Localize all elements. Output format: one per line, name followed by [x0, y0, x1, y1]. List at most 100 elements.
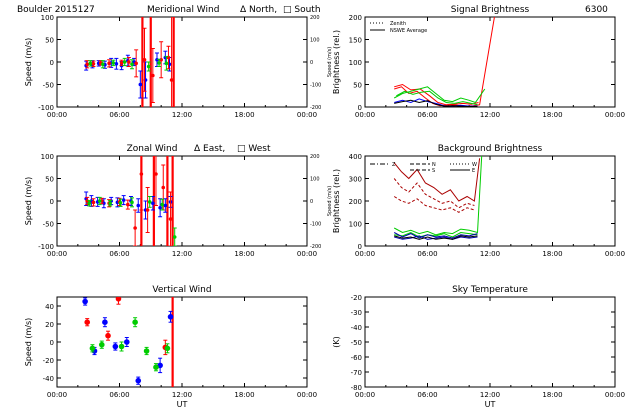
y-tick-label: -40	[351, 324, 362, 332]
data-point	[98, 341, 105, 348]
panel-vertical: 00:00 06:00 12:00 18:00 00:00 -40 -20 0 20 40 Spee…	[24, 285, 317, 409]
data-point	[167, 314, 174, 320]
chart-title: Signal Brightness	[451, 5, 530, 15]
series-line	[394, 83, 479, 106]
chart-title: Background Brightness	[438, 144, 543, 154]
data-point	[158, 205, 162, 210]
plot-area	[393, 156, 483, 240]
legend-marker-b: □ West	[237, 144, 271, 154]
x-axis-label: UT	[485, 400, 496, 409]
series-line	[393, 156, 483, 236]
data-point	[157, 61, 161, 65]
data-point	[85, 62, 90, 67]
y2-tick-label: 100	[310, 38, 320, 44]
plot-area	[84, 156, 177, 246]
y2-tick-label: 0	[310, 199, 313, 205]
y-axis-label: Speed (m/s)	[24, 318, 33, 367]
x-tick-label: 18:00	[542, 250, 562, 258]
data-point	[134, 61, 138, 66]
data-point	[172, 235, 177, 239]
data-point	[118, 201, 123, 205]
x-tick-label: 06:00	[417, 111, 437, 119]
chart-title: Vertical Wind	[152, 285, 211, 295]
y-tick-label: -50	[43, 82, 54, 90]
x-tick-label: 18:00	[234, 250, 254, 258]
data-point	[101, 62, 105, 67]
x-tick-label: 18:00	[542, 391, 562, 399]
data-point	[91, 200, 96, 205]
y-tick-label: -20	[351, 294, 362, 302]
x-tick-label: 00:00	[297, 250, 317, 258]
series-line	[394, 235, 478, 240]
y-tick-label: 200	[349, 198, 362, 206]
data-point	[118, 343, 125, 350]
data-point	[126, 202, 130, 207]
x-tick-label: 00:00	[355, 391, 375, 399]
x-tick-label: 06:00	[109, 111, 129, 119]
data-point	[91, 62, 96, 66]
x-tick-label: 00:00	[605, 391, 625, 399]
series-line	[393, 86, 486, 104]
panel-signal: 00:00 06:00 12:00 18:00 00:00050100150200Bri…	[332, 5, 625, 119]
y2-axis-label: Speed (m/s)	[327, 47, 333, 77]
chart-title: Sky Temperature	[452, 285, 528, 295]
data-point	[115, 297, 122, 302]
x-tick-label: 00:00	[355, 250, 375, 258]
data-point	[161, 185, 166, 190]
series-line	[394, 231, 478, 238]
y-tick-label: -50	[43, 221, 54, 229]
x-tick-label: 00:00	[605, 111, 625, 119]
x-tick-label: 06:00	[109, 250, 129, 258]
x-tick-label: 00:00	[605, 250, 625, 258]
y-tick-label: 40	[45, 303, 54, 311]
plot-area	[82, 297, 174, 387]
y-axis-label: Speed (m/s)	[24, 38, 33, 87]
data-point	[119, 61, 124, 65]
chart-title: Zonal Wind	[127, 144, 178, 154]
y2-tick-label: 100	[310, 177, 320, 183]
panel-zonal: 00:00 06:00 12:00 18:00 00:00-100-50050100-2…	[24, 144, 333, 258]
data-point	[112, 343, 119, 350]
x-tick-label: 06:00	[417, 250, 437, 258]
x-tick-label: 12:00	[480, 111, 500, 119]
plot-area	[84, 17, 175, 107]
legend-label: N	[432, 162, 436, 168]
data-point	[145, 208, 150, 212]
y2-axis-label: Speed (m/s)	[327, 186, 333, 216]
data-point	[151, 201, 155, 206]
y-tick-label: 50	[353, 82, 362, 90]
title-location-date: Boulder 2015127	[17, 5, 95, 15]
y-tick-label: -80	[351, 384, 362, 392]
plot-frame	[56, 296, 308, 388]
data-point	[127, 60, 131, 64]
x-tick-label: 00:00	[47, 391, 67, 399]
y-tick-label: 400	[349, 153, 362, 161]
plot-area	[393, 17, 495, 107]
data-point	[139, 172, 144, 176]
series-line	[394, 98, 478, 107]
data-point	[151, 73, 155, 78]
y-tick-label: -60	[351, 354, 362, 362]
data-point	[102, 319, 108, 326]
panel-sky: 00:00 06:00 12:00 18:00 00:00-80-70-60-50-40…	[332, 285, 625, 409]
y-tick-label: -100	[38, 243, 54, 251]
y-tick-label: 50	[45, 176, 54, 184]
series-line	[396, 90, 478, 106]
series-line	[393, 178, 475, 209]
chart-title: Meridional Wind	[147, 5, 219, 15]
y-tick-label: 200	[349, 14, 362, 22]
data-point	[123, 339, 130, 345]
y-tick-label: 0	[50, 59, 54, 67]
x-tick-label: 06:00	[417, 391, 437, 399]
legend-label: W	[472, 162, 477, 168]
data-point	[88, 61, 93, 66]
y-tick-label: 0	[50, 339, 54, 347]
y2-tick-label: 200	[310, 15, 320, 21]
x-tick-label: 00:00	[297, 111, 317, 119]
data-point	[108, 201, 112, 206]
x-tick-label: 00:00	[47, 250, 67, 258]
data-point	[82, 298, 88, 305]
data-point	[164, 345, 171, 352]
x-tick-label: 18:00	[542, 111, 562, 119]
